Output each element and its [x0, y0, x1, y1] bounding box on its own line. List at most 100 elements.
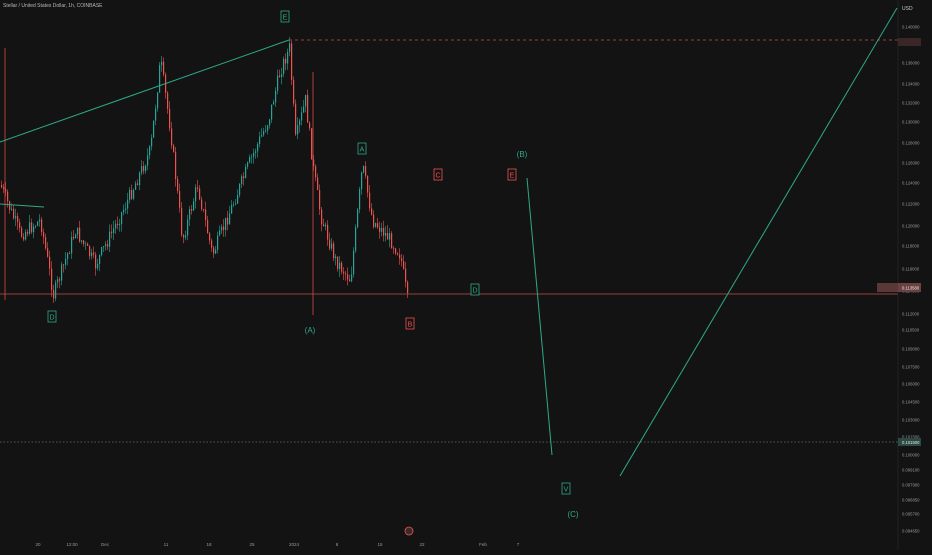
candle-body: [229, 213, 231, 225]
candle-body: [359, 189, 361, 210]
candle-body: [19, 222, 21, 229]
candle-body: [373, 214, 375, 227]
candle-body: [241, 176, 243, 184]
time-tick-label: 11: [164, 542, 169, 547]
candle-body: [253, 152, 255, 157]
candle-body: [145, 165, 147, 172]
time-tick-label: 15: [377, 542, 383, 547]
price-tick-label: 0.110500: [902, 328, 920, 333]
candle-body: [307, 94, 309, 123]
price-tick-label: 0.116000: [902, 267, 920, 272]
candle-body: [387, 232, 389, 240]
candle-body: [127, 199, 129, 209]
candle-body: [125, 208, 127, 210]
wave-label-c: C: [433, 168, 443, 181]
time-tick-label: 20: [35, 542, 41, 547]
candle-body: [215, 249, 217, 254]
candle-body: [259, 136, 261, 144]
candle-body: [217, 235, 219, 250]
candle-body: [101, 247, 103, 256]
price-tick-label: 0.130000: [902, 120, 920, 125]
price-tick-label: 0.132000: [902, 101, 920, 106]
candle-body: [185, 235, 187, 238]
candle-body: [283, 58, 285, 75]
wave-label-wave_a: (A): [305, 326, 316, 335]
price-tick-label: 0.140000: [902, 25, 920, 30]
candle-body: [113, 228, 115, 233]
time-tick-label: 22: [419, 542, 425, 547]
support-price-tag: [898, 438, 921, 446]
wave-label-box: [561, 482, 571, 495]
candle-body: [305, 94, 307, 107]
candle-body: [345, 273, 347, 275]
candle-body: [365, 165, 367, 176]
candle-body: [149, 146, 151, 156]
candle-body: [347, 274, 349, 280]
wave-label-left_bottom: D: [47, 310, 57, 323]
candle-body: [389, 233, 391, 240]
candle-body: [265, 130, 267, 132]
price-axis-currency: USD: [902, 6, 913, 12]
candle-body: [375, 223, 377, 227]
candle-body: [153, 120, 155, 138]
candle-body: [69, 253, 71, 255]
candle-body: [279, 75, 281, 77]
candle-body: [207, 220, 209, 234]
time-tick-label: 8: [336, 542, 339, 547]
candle-body: [9, 201, 11, 210]
wave-label-wave_c: (C): [567, 510, 578, 519]
candle-body: [201, 199, 203, 210]
price-tick-label: 0.106000: [902, 382, 920, 387]
projection-line-up: [619, 7, 898, 477]
candle-body: [223, 226, 225, 230]
price-tick-label: 0.124000: [902, 181, 920, 186]
candle-body: [233, 204, 235, 206]
candle-body: [287, 51, 289, 64]
candle-body: [57, 279, 59, 283]
candle-body: [195, 187, 197, 202]
candle-body: [353, 250, 355, 275]
wave-label-text: C: [435, 173, 440, 180]
candle-body: [87, 243, 89, 246]
candle-body: [77, 227, 79, 235]
candle-body: [95, 254, 97, 269]
candle-body: [319, 190, 321, 210]
candle-body: [103, 246, 105, 248]
candle-body: [335, 256, 337, 259]
candle-body: [331, 243, 333, 249]
candle-body: [141, 166, 143, 173]
candle-body: [255, 151, 257, 153]
candle-body: [343, 271, 345, 274]
price-tick-label: 0.099100: [902, 468, 920, 473]
candle-body: [121, 212, 123, 224]
candle-body: [109, 231, 111, 247]
candle-body: [317, 177, 319, 191]
wave-label-box: [280, 10, 290, 23]
candle-body: [219, 230, 221, 236]
candle-body: [303, 106, 305, 113]
candle-body: [135, 183, 137, 190]
candle-body: [193, 201, 195, 211]
candle-body: [161, 61, 163, 66]
candle-body: [407, 282, 409, 294]
wave-label-box: [507, 168, 517, 181]
candle-body: [63, 264, 65, 266]
candle-body: [361, 172, 363, 190]
candle-body: [131, 189, 133, 199]
candle-body: [23, 236, 25, 240]
candle-body: [79, 227, 81, 242]
candle-body: [83, 240, 85, 244]
candle-body: [31, 222, 33, 233]
candle-body: [209, 233, 211, 241]
candle-body: [115, 223, 117, 229]
candle-body: [293, 79, 295, 104]
candle-body: [301, 112, 303, 121]
time-tick-label: 12:00: [66, 542, 78, 547]
candle-body: [15, 216, 17, 219]
candle-body: [199, 188, 201, 200]
candle-body: [71, 236, 73, 254]
candle-body: [289, 43, 291, 52]
